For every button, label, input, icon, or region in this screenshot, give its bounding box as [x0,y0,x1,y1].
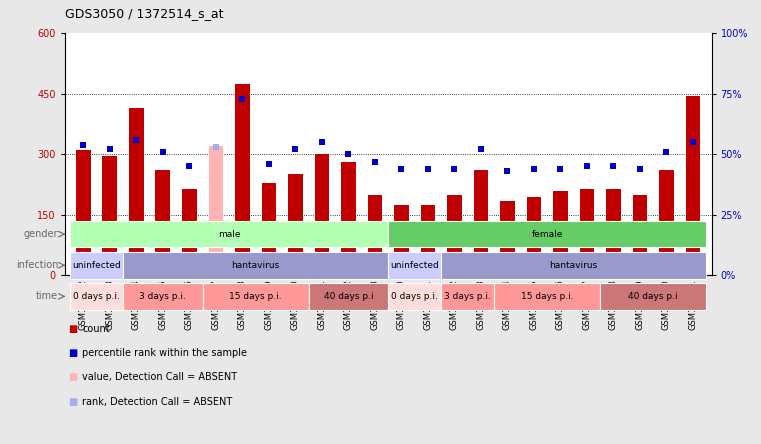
Text: infection: infection [16,260,59,270]
Text: male: male [218,230,240,239]
Text: 3 days p.i.: 3 days p.i. [444,292,491,301]
Bar [70,283,123,309]
Text: 0 days p.i.: 0 days p.i. [73,292,120,301]
Text: rank, Detection Call = ABSENT: rank, Detection Call = ABSENT [82,397,232,407]
Bar [70,221,388,247]
Text: ■: ■ [68,397,78,407]
Text: GDS3050 / 1372514_s_at: GDS3050 / 1372514_s_at [65,7,223,20]
Bar [308,283,388,309]
Bar [494,283,600,309]
Text: gender: gender [24,229,59,239]
Bar [580,189,594,275]
Text: 0 days p.i.: 0 days p.i. [391,292,438,301]
Bar [70,252,123,278]
Text: 3 days p.i.: 3 days p.i. [139,292,186,301]
Bar [500,201,514,275]
Bar [600,283,706,309]
Text: 40 days p.i: 40 days p.i [323,292,373,301]
Bar [441,252,706,278]
Bar [123,283,202,309]
Bar [686,96,700,275]
Text: 15 days p.i.: 15 days p.i. [229,292,282,301]
Bar [209,146,223,275]
Bar [441,283,494,309]
Text: ■: ■ [68,324,78,333]
Bar [527,197,541,275]
Text: value, Detection Call = ABSENT: value, Detection Call = ABSENT [82,373,237,382]
Bar [155,170,170,275]
Text: ■: ■ [68,348,78,358]
Bar [76,150,91,275]
Bar [388,221,706,247]
Bar [314,155,329,275]
Bar [421,205,435,275]
Text: time: time [36,291,59,301]
Text: uninfected: uninfected [390,261,439,270]
Bar [123,252,388,278]
Bar [473,170,489,275]
Bar [447,194,462,275]
Bar [129,108,144,275]
Bar [659,170,673,275]
Bar [632,194,648,275]
Bar [368,194,382,275]
Bar [103,156,117,275]
Bar [288,174,303,275]
Text: uninfected: uninfected [72,261,121,270]
Bar [202,283,308,309]
Text: ■: ■ [68,373,78,382]
Text: 15 days p.i.: 15 days p.i. [521,292,574,301]
Text: 40 days p.i: 40 days p.i [629,292,678,301]
Bar [235,84,250,275]
Bar [341,163,355,275]
Text: hantavirus: hantavirus [231,261,280,270]
Bar [394,205,409,275]
Bar [607,189,621,275]
Text: female: female [531,230,563,239]
Bar [388,283,441,309]
Bar [262,182,276,275]
Bar [388,252,441,278]
Text: hantavirus: hantavirus [549,261,598,270]
Text: percentile rank within the sample: percentile rank within the sample [82,348,247,358]
Bar [182,189,196,275]
Text: count: count [82,324,110,333]
Bar [553,190,568,275]
